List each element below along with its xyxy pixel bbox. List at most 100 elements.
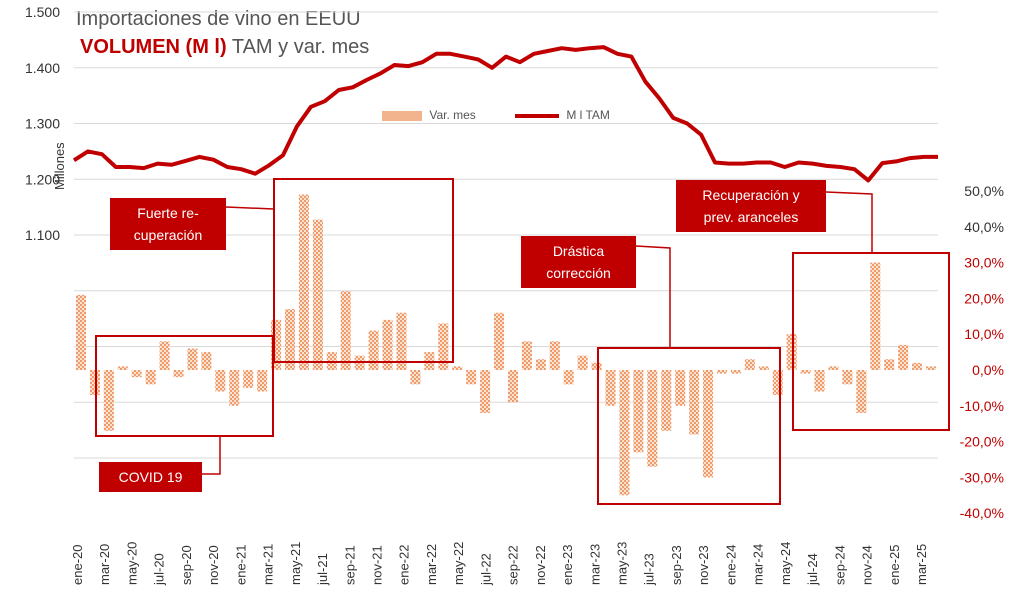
x-tick-label: sep-23 [669,545,684,585]
bar-var-mes [340,291,351,370]
right-tick-label: 40,0% [964,219,1004,235]
legend-bars-swatch [382,110,422,121]
bar-var-mes [647,370,658,467]
bar-var-mes [898,344,909,370]
x-tick-label: jul-22 [478,553,493,586]
bar-var-mes [507,370,518,403]
annotation-drastica-line1: Drástica [552,243,605,259]
x-tick-label: jul-21 [315,553,330,586]
annotation-drastica-correccion: Drástica corrección [521,236,636,288]
x-tick-label: jul-23 [642,553,657,586]
bar-var-mes [117,366,128,370]
bar-var-mes [243,370,254,388]
legend-line-label: M l TAM [566,108,610,122]
x-tick-label: ene-21 [233,545,248,585]
chart-title: Importaciones de vino en EEUU [76,8,361,30]
bar-var-mes [758,366,769,370]
legend-line: M l TAM [515,108,610,122]
annotation-fuerte-line2: cuperación [133,227,203,243]
annotation-recuperacion-aranceles: Recuperación y prev. aranceles [676,180,826,232]
right-tick-label: 50,0% [964,183,1004,199]
bar-var-mes [173,370,184,378]
bar-var-mes [619,370,630,496]
fuerte-box [273,178,454,363]
annotation-covid: COVID 19 [99,462,202,492]
x-tick-label: may-20 [124,542,139,585]
bar-var-mes [201,352,212,370]
bar-var-mes [689,370,700,435]
x-tick-label: sep-21 [342,545,357,585]
bar-var-mes [215,370,226,392]
subtitle-bold: VOLUMEN (M l) [80,36,227,58]
chart-subtitle: VOLUMEN (M l) TAM y var. mes [80,36,369,59]
x-tick-label: mar-20 [97,544,112,585]
bar-var-mes [661,370,672,431]
bar-var-mes [842,370,853,385]
bar-var-mes [912,362,923,370]
connector-recuperacion [825,191,873,253]
legend-bars-label: Var. mes [429,108,476,122]
bar-var-mes [675,370,686,406]
bar-var-mes [298,194,309,370]
bar-var-mes [591,362,602,370]
bar-var-mes [145,370,156,385]
bar-var-mes [229,370,240,406]
bar-var-mes [549,341,560,370]
right-tick-label: -10,0% [960,398,1004,414]
x-tick-label: may-23 [615,542,630,585]
bar-var-mes [535,359,546,370]
annotation-drastica-line2: corrección [546,265,611,281]
bar-var-mes [480,370,491,413]
bar-var-mes [271,319,282,370]
bar-var-mes [563,370,574,385]
legend-bars: Var. mes [382,108,476,122]
connector-covid [202,436,221,475]
x-tick-label: nov-20 [206,545,221,585]
bar-var-mes [772,370,783,396]
x-tick-label: jul-20 [152,553,167,586]
x-tick-label: may-22 [451,542,466,585]
bar-var-mes [103,370,114,431]
x-tick-label: ene-25 [887,545,902,585]
bar-var-mes [633,370,644,453]
bar-var-mes [605,370,616,406]
line-tam [72,45,938,183]
annotation-covid-line1: COVID 19 [118,469,183,485]
bar-var-mes [800,370,811,374]
bar-var-mes [284,309,296,370]
annotation-fuerte-recuperacion: Fuerte re- cuperación [110,198,226,250]
x-tick-label: sep-22 [506,545,521,585]
x-tick-label: mar-25 [914,544,929,585]
x-tick-label: mar-24 [751,544,766,585]
x-tick-label: nov-21 [369,545,384,585]
x-tick-label: ene-23 [560,545,575,585]
right-tick-label: -40,0% [960,505,1004,521]
bar-var-mes [368,330,379,370]
bar-var-mes [438,323,449,370]
bar-var-mes [494,312,505,370]
bar-var-mes [828,366,839,370]
x-tick-label: ene-20 [70,545,85,585]
annotation-recuperacion-line1: Recuperación y [702,187,800,203]
x-tick-label: nov-24 [860,545,875,585]
bar-var-mes [926,366,937,370]
right-tick-label: 20,0% [964,290,1004,306]
x-tick-label: mar-23 [587,544,602,585]
x-tick-label: nov-23 [696,545,711,585]
x-tick-label: mar-21 [261,544,276,585]
x-tick-label: sep-24 [832,545,847,585]
left-tick-label: 1.100 [25,227,60,243]
bar-var-mes [814,370,825,392]
subtitle-rest: TAM y var. mes [226,36,370,58]
drastica-box [597,347,781,505]
connector-fuerte [225,206,275,210]
x-tick-label: ene-22 [397,545,412,585]
bar-var-mes [856,370,867,413]
x-tick-label: may-24 [778,542,793,585]
x-tick-label: mar-22 [424,544,439,585]
right-tick-label: 30,0% [964,255,1004,271]
bar-var-mes [257,370,268,392]
annotation-fuerte-line1: Fuerte re- [137,205,199,221]
right-tick-label: 10,0% [964,326,1004,342]
